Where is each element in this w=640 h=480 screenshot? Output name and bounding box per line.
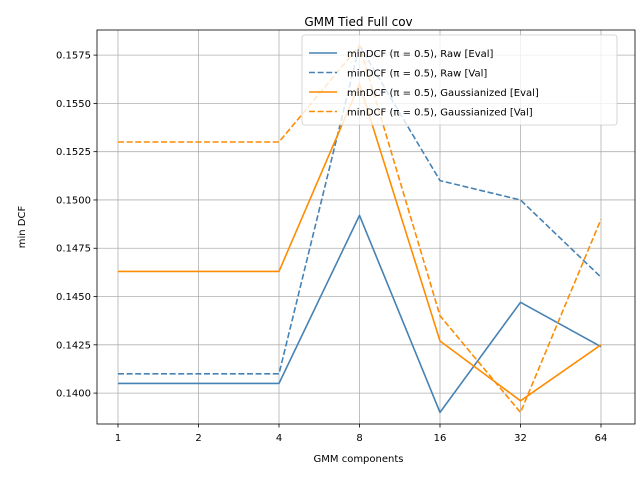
legend-label: minDCF (π = 0.5), Raw [Val] xyxy=(347,69,487,80)
chart-title: GMM Tied Full cov xyxy=(304,15,412,29)
plot-frame xyxy=(96,29,636,425)
legend-box xyxy=(301,34,618,126)
series-line-3 xyxy=(118,83,602,402)
series-line-1 xyxy=(118,214,602,414)
x-axis-label: GMM components xyxy=(314,454,404,465)
y-tick-label: 0.1475 xyxy=(56,244,91,255)
x-tick-label: 16 xyxy=(434,433,447,444)
x-tick-label: 8 xyxy=(356,433,362,444)
y-tick-label: 0.1575 xyxy=(56,51,91,62)
x-axis-ticks: 1 2 4 8 16 32 64 xyxy=(115,424,608,444)
legend: minDCF (π = 0.5), Raw [Eval] minDCF (π = … xyxy=(301,34,618,126)
x-tick-label: 32 xyxy=(514,433,527,444)
x-tick-label: 2 xyxy=(195,433,201,444)
x-tick-label: 64 xyxy=(595,433,608,444)
y-tick-label: 0.1500 xyxy=(56,195,91,206)
x-tick-label: 1 xyxy=(115,433,121,444)
y-tick-label: 0.1400 xyxy=(56,389,91,400)
y-tick-label: 0.1550 xyxy=(56,99,91,110)
y-tick-label: 0.1450 xyxy=(56,292,91,303)
y-axis-ticks: 0.1400 0.1425 0.1450 0.1475 0.1500 0.1525 0.15… xyxy=(56,51,97,400)
y-tick-label: 0.1425 xyxy=(56,340,91,351)
legend-label: minDCF (π = 0.5), Raw [Eval] xyxy=(347,49,494,60)
x-tick-label: 4 xyxy=(276,433,282,444)
legend-label: minDCF (π = 0.5), Gaussianized [Val] xyxy=(347,108,533,119)
series-line-4 xyxy=(118,44,602,414)
legend-label: minDCF (π = 0.5), Gaussianized [Eval] xyxy=(347,88,539,99)
y-tick-label: 0.1525 xyxy=(56,147,91,158)
y-axis-label: min DCF xyxy=(17,206,28,249)
